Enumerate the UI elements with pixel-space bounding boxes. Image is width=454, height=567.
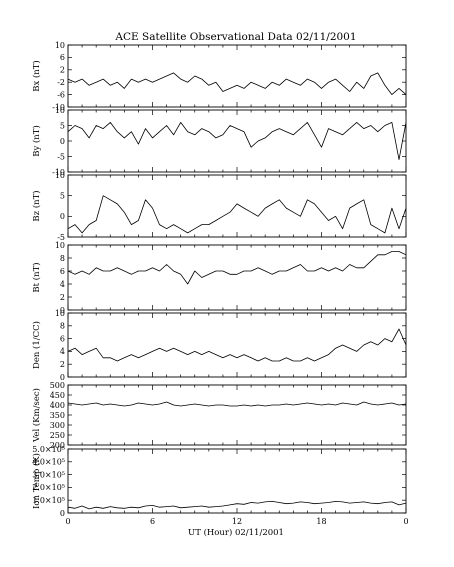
panel-frame: [67, 244, 407, 311]
x-tick-label: 18: [316, 517, 326, 526]
panel-1: 10 6 2 -2 -6 -10 Bx (nT): [31, 41, 407, 112]
y-tick-label: 0: [60, 212, 65, 221]
series-line: [67, 401, 407, 407]
chart-title: ACE Satellite Observational Data 02/11/2…: [114, 31, 356, 43]
panel-3: 10 5 0 -5 Bz (nT): [31, 171, 407, 242]
y-tick-label: 300: [50, 421, 65, 430]
y-tick-label: 500: [50, 381, 65, 390]
series-line: [67, 500, 407, 510]
panel-frame: [67, 384, 407, 446]
y-tick-label: -2: [57, 78, 65, 87]
y-tick-label: 250: [50, 431, 65, 440]
y-tick-label: 400: [50, 401, 65, 410]
series-line: [67, 195, 407, 234]
y-tick-label: 2: [60, 360, 65, 369]
y-tick-label: -10: [52, 103, 65, 112]
y-axis-label: Vel (Km/sec): [31, 388, 42, 443]
y-tick-label: -10: [52, 168, 65, 177]
y-tick-label: 2: [60, 293, 65, 302]
y-tick-label: 6: [60, 53, 65, 62]
x-axis-label: UT (Hour) 02/11/2001: [188, 527, 284, 538]
series-line: [67, 122, 407, 161]
y-tick-label: 10: [55, 241, 65, 250]
panel-frame: [67, 109, 407, 173]
y-tick-label: 0: [60, 509, 65, 518]
y-tick-label: 6: [60, 334, 65, 343]
y-tick-label: 2: [60, 66, 65, 75]
y-tick-label: 0: [60, 137, 65, 146]
x-tick-label: 0: [65, 517, 70, 526]
y-tick-label: 5.0×10⁵: [32, 445, 65, 454]
y-tick-label: 6: [60, 267, 65, 276]
y-tick-label: 8: [60, 322, 65, 331]
x-tick-labels: 0 6 12 18 0: [65, 517, 408, 526]
y-axis-label: Bt (nT): [31, 262, 42, 292]
x-tick-label: 0: [403, 517, 408, 526]
y-tick-label: 450: [50, 391, 65, 400]
y-tick-label: 10: [55, 171, 65, 180]
y-tick-label: 10: [55, 41, 65, 50]
panel-7: 5.0×10⁵ 4.0×10⁵ 3.0×10⁵ 2.0×10⁵ 1.0×10⁵ 0 Ion …: [31, 445, 407, 518]
y-tick-label: 10: [55, 106, 65, 115]
series-line: [67, 328, 407, 362]
y-tick-label: -5: [57, 152, 65, 161]
y-tick-label: 0: [60, 373, 65, 382]
panel-5: 10 8 6 4 2 0 Den (1/CC): [31, 309, 407, 382]
y-tick-label: 8: [60, 254, 65, 263]
y-tick-label: -6: [57, 90, 65, 99]
y-tick-label: 4: [60, 280, 65, 289]
x-tick-label: 12: [232, 517, 242, 526]
x-tick-label: 6: [150, 517, 155, 526]
series-line: [67, 251, 407, 285]
panels: 10 6 2 -2 -6 -10 Bx (nT) 10 5 0 -5 -10 By (nT) 10 5 0 -5…: [31, 41, 407, 518]
y-axis-label: Bz (nT): [31, 190, 42, 221]
y-tick-label: 1.0×10⁵: [32, 496, 65, 505]
panel-frame: [67, 312, 407, 378]
y-tick-label: 10: [55, 309, 65, 318]
panel-frame: [67, 44, 407, 108]
y-tick-label: 200: [50, 441, 65, 450]
panel-4: 10 8 6 4 2 0 Bt (nT): [31, 241, 407, 315]
y-axis-label: By (nT): [31, 125, 42, 157]
y-tick-label: 4.0×10⁵: [32, 458, 65, 467]
y-axis-label: Bx (nT): [31, 60, 42, 92]
y-tick-label: 4: [60, 347, 65, 356]
panel-2: 10 5 0 -5 -10 By (nT): [31, 106, 407, 177]
y-tick-label: 0: [60, 306, 65, 315]
y-tick-label: 350: [50, 411, 65, 420]
y-tick-label: -5: [57, 233, 65, 242]
y-tick-label: 5: [60, 121, 65, 130]
y-tick-label: 5: [60, 191, 65, 200]
y-tick-label: 3.0×10⁵: [32, 470, 65, 479]
y-axis-label: Den (1/CC): [31, 321, 42, 369]
y-axis-label: Ion Temp (K): [31, 453, 42, 509]
series-line: [67, 72, 407, 95]
y-tick-label: 2.0×10⁵: [32, 483, 65, 492]
